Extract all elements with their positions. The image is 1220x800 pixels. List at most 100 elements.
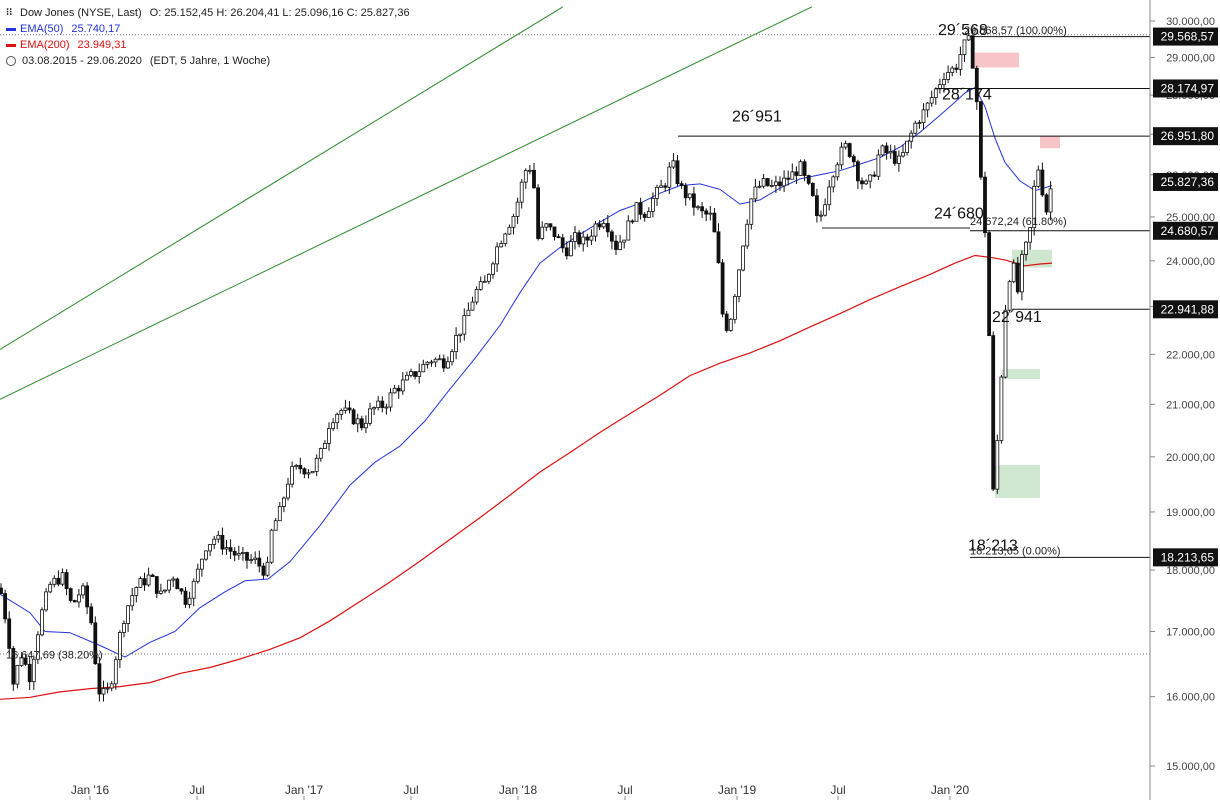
x-tick-label: Jul [403, 783, 418, 797]
candle-body [462, 315, 467, 335]
candle-body [741, 245, 745, 271]
price-tag-label: 26.951,80 [1161, 129, 1215, 143]
candle-body [232, 550, 237, 556]
candle-body [733, 295, 737, 320]
legend-ema200-label: EMA(200) [20, 39, 70, 51]
candle-body [130, 595, 135, 607]
candle-body [179, 588, 184, 592]
candle-body [302, 468, 307, 475]
candle-body [794, 171, 799, 176]
ema200-swatch-icon: ▬ [6, 39, 16, 50]
candle-body [195, 568, 200, 582]
candle-body [958, 54, 963, 70]
y-tick-label: 19.000,00 [1166, 507, 1215, 519]
candle-body [626, 220, 631, 241]
candle-body [622, 239, 627, 243]
candle-body [158, 590, 163, 594]
legend-ema50-row[interactable]: ▬ EMA(50) 25.740,17 [6, 21, 410, 37]
trendlines [0, 6, 813, 400]
candle-body [589, 235, 594, 241]
x-tick-label: Jan '18 [499, 783, 538, 797]
candle-body [359, 418, 364, 429]
candle-body [384, 406, 389, 409]
candle-body [675, 160, 680, 185]
price-annotation: 24´680 [934, 206, 984, 223]
candle-body [897, 155, 901, 164]
candle-body [89, 606, 94, 624]
candle-body [60, 572, 65, 585]
candle-body [659, 185, 663, 188]
x-tick-label: Jan '16 [71, 783, 110, 797]
price-tag-bg [1153, 127, 1218, 146]
clock-icon [6, 56, 16, 66]
legend-ema200-row[interactable]: ▬ EMA(200) 23.949,31 [6, 37, 410, 53]
price-tag-bg [1153, 300, 1218, 319]
price-tag-label: 24.680,57 [1161, 224, 1215, 238]
candle-body [273, 520, 278, 531]
price-level-tag: 26.951,80 [1153, 127, 1218, 146]
y-tick-label: 21.000,00 [1166, 399, 1215, 411]
candle-body [868, 174, 873, 182]
candle-body [995, 440, 1000, 490]
price-tag-label: 18.213,65 [1161, 550, 1215, 564]
candle-body [802, 161, 807, 176]
candle-body [560, 237, 565, 249]
candle-body [901, 152, 905, 157]
candles [0, 28, 1053, 702]
candle-body [716, 231, 721, 264]
x-tick-label: Jul [189, 783, 204, 797]
candle-body [101, 688, 106, 695]
candle-body [1024, 241, 1028, 255]
candle-body [306, 472, 311, 475]
candle-body [372, 407, 377, 410]
candle-body [991, 335, 996, 490]
candle-body [655, 186, 659, 199]
candle-body [835, 164, 840, 178]
candle-body [392, 387, 397, 394]
price-tag-label: 25.827,36 [1161, 175, 1215, 189]
candle-body [122, 623, 126, 633]
candle-body [1028, 227, 1032, 243]
candle-body [335, 413, 340, 424]
candle-body [933, 88, 938, 98]
candle-body [774, 181, 778, 186]
price-level-tag: 29.568,57 [1153, 27, 1218, 46]
legend-title: Dow Jones (NYSE, Last) [20, 7, 142, 19]
price-tag-bg [1153, 172, 1218, 191]
y-tick-label: 22.000,00 [1166, 349, 1215, 361]
candle-body [105, 687, 110, 690]
candle-body [290, 466, 295, 485]
candle-body [974, 67, 979, 103]
candle-body [175, 578, 180, 590]
candle-body [126, 605, 130, 624]
candle-body [413, 371, 418, 377]
candle-body [31, 658, 36, 683]
candle-body [597, 223, 602, 228]
candle-body [983, 176, 987, 234]
candlestick-icon: ⁝⁝ [6, 7, 13, 18]
candle-body [671, 160, 676, 168]
candle-body [48, 583, 53, 593]
candle-body [388, 392, 393, 408]
price-tag-bg [1153, 221, 1218, 240]
candle-body [831, 176, 836, 188]
ema50-line [0, 86, 1053, 658]
candle-body [786, 177, 791, 180]
candle-body [400, 379, 405, 392]
candle-body [679, 183, 684, 186]
candle-body [532, 169, 536, 189]
target-zones [975, 52, 1060, 498]
candle-body [495, 246, 500, 265]
candle-body [757, 185, 762, 188]
candle-body [486, 273, 491, 282]
candle-body [220, 534, 225, 550]
candle-body [1015, 262, 1020, 293]
candle-body [970, 35, 975, 69]
candle-body [433, 358, 438, 363]
candle-body [409, 371, 413, 376]
y-tick-label: 30.000,00 [1166, 16, 1215, 28]
price-annotation: 28´174 [942, 86, 992, 103]
candle-body [491, 263, 495, 275]
x-tick-label: Jan '19 [718, 783, 757, 797]
